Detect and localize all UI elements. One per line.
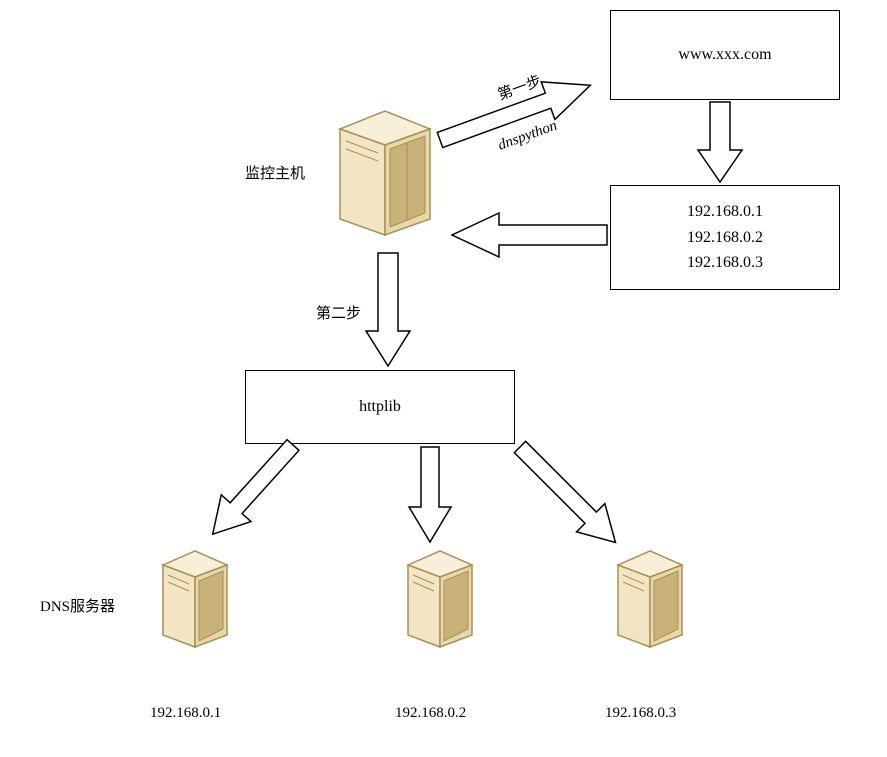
diagram-canvas: www.xxx.com 192.168.0.1 192.168.0.2 192.… [0, 0, 887, 757]
step2-label: 第二步 [316, 302, 361, 323]
step1-label: 第一步 [495, 71, 543, 103]
dns3-ip-label: 192.168.0.3 [605, 705, 676, 722]
step1-sub-label: dnspython [496, 118, 559, 154]
arrow-domain-to-ip [698, 102, 742, 182]
monitor-host-label: 监控主机 [245, 162, 305, 183]
domain-box: www.xxx.com [610, 10, 840, 100]
dns-server-1-icon [155, 545, 235, 655]
dns1-ip-label: 192.168.0.1 [150, 705, 221, 722]
monitor-host-server-icon [330, 105, 440, 245]
arrow-step1 [433, 66, 597, 158]
arrow-ip-to-monitor [452, 213, 607, 257]
httplib-text: httplib [359, 398, 401, 416]
domain-text: www.xxx.com [678, 46, 771, 64]
ip-list-text: 192.168.0.1 192.168.0.2 192.168.0.3 [687, 199, 763, 276]
ip-list-box: 192.168.0.1 192.168.0.2 192.168.0.3 [610, 185, 840, 290]
dns-servers-label: DNS服务器 [40, 595, 115, 616]
arrow-httplib-dns2 [409, 447, 451, 542]
dns2-ip-label: 192.168.0.2 [395, 705, 466, 722]
dns-server-3-icon [610, 545, 690, 655]
arrow-step2 [366, 253, 410, 366]
arrow-httplib-dns3 [506, 433, 630, 557]
arrow-httplib-dns1 [198, 432, 308, 548]
httplib-box: httplib [245, 370, 515, 444]
dns-server-2-icon [400, 545, 480, 655]
